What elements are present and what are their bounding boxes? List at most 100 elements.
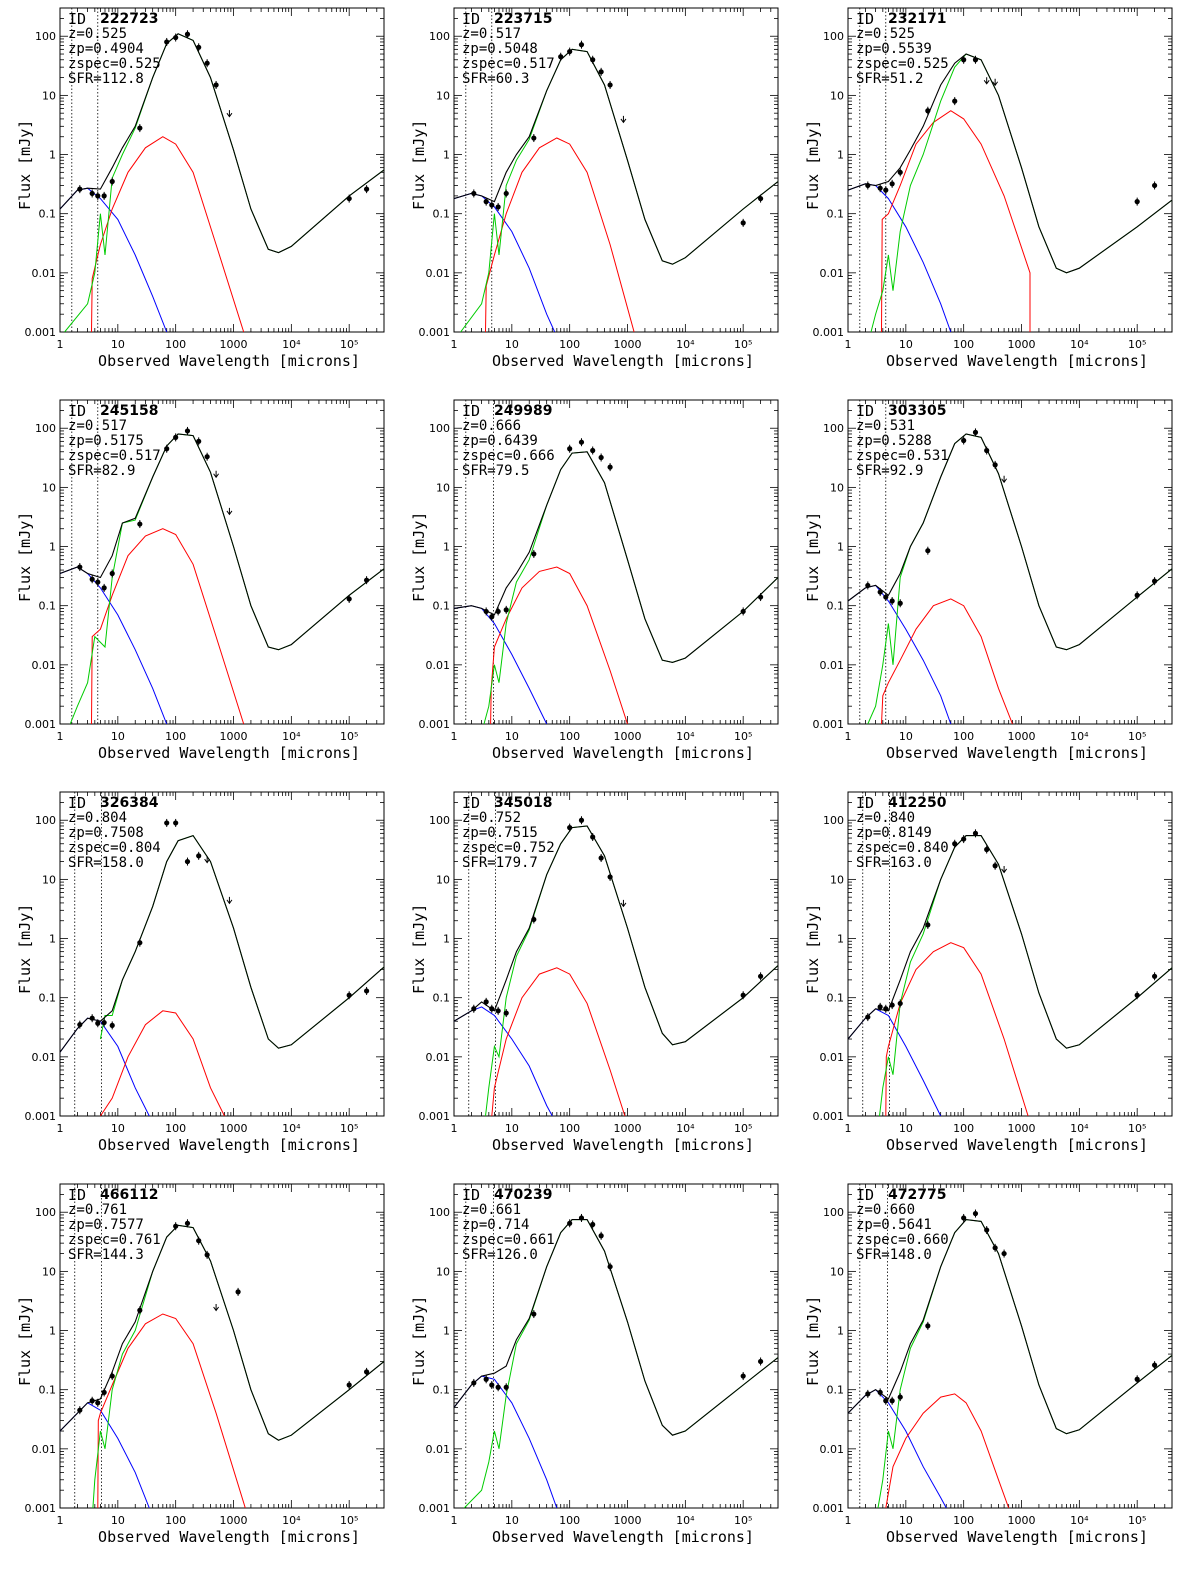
starburst-component-line: [460, 48, 778, 332]
data-point: [483, 608, 489, 615]
y-tick-label: 1: [443, 933, 450, 946]
data-point: [567, 825, 573, 831]
total-model-line: [60, 33, 384, 254]
source-id: 303305: [888, 403, 947, 419]
x-axis-label: Observed Wavelength [microns]: [886, 744, 1148, 762]
upper-limit-arrow: [983, 77, 990, 85]
agn-component-line: [885, 1393, 1010, 1508]
data-point: [972, 429, 979, 435]
sed-plot-412250: 1 10 100 1000 10⁴ 10⁵ 0.001 0.01 0.1 1 10 100: [813, 791, 1173, 1135]
agn-component-line: [97, 1313, 246, 1508]
y-axis-label: Flux [mJy]: [804, 903, 822, 994]
x-tick-label: 10⁵: [1128, 730, 1146, 743]
data-point: [173, 820, 179, 826]
y-axis-label: Flux [mJy]: [16, 903, 34, 994]
data-point: [897, 169, 903, 175]
total-model-line: [848, 835, 1172, 1049]
redshift: z=0.840: [856, 810, 916, 826]
data-point: [1001, 1250, 1007, 1257]
x-tick-label: 10: [505, 1122, 519, 1135]
data-point: [925, 922, 931, 928]
data-point: [889, 1398, 895, 1404]
data-point: [184, 858, 191, 865]
data-point: [196, 438, 202, 444]
data-point: [184, 31, 191, 37]
data-point: [984, 846, 990, 853]
id-tag: ID: [68, 402, 87, 420]
x-axis-label: Observed Wavelength [microns]: [492, 352, 754, 370]
x-axis-label: Observed Wavelength [microns]: [98, 352, 360, 370]
y-tick-label: 0.1: [433, 208, 451, 221]
sed-panel-232171: 1 10 100 1000 10⁴ 10⁵ 0.001 0.01 0.1 1 10 100 ID 232…: [788, 0, 1182, 396]
data-point: [1134, 1376, 1140, 1382]
y-tick-label: 10: [42, 1265, 56, 1278]
data-point: [877, 589, 883, 595]
x-tick-label: 1: [57, 730, 64, 743]
data-point: [503, 1384, 509, 1390]
x-tick-label: 10⁴: [676, 1122, 695, 1135]
y-tick-label: 0.001: [25, 718, 57, 731]
data-point: [503, 607, 509, 613]
y-tick-label: 10: [436, 873, 450, 886]
data-point: [184, 1220, 191, 1226]
sed-panel-245158: 1 10 100 1000 10⁴ 10⁵ 0.001 0.01 0.1 1 10 100 ID 245…: [0, 392, 394, 788]
source-info: ID 470239 z=0.661 zp=0.714 zspec=0.661 SF…: [462, 1188, 555, 1263]
y-tick-label: 1: [837, 149, 844, 162]
photo-z: zp=0.7515: [462, 825, 538, 841]
data-point: [363, 1369, 370, 1375]
sed-panel-326384: 1 10 100 1000 10⁴ 10⁵ 0.001 0.01 0.1 1 10 100 ID 326…: [0, 784, 394, 1180]
x-tick-label: 1000: [1008, 338, 1036, 351]
data-point: [1151, 182, 1158, 189]
redshift: z=0.517: [462, 26, 522, 42]
photo-z: zp=0.5539: [856, 41, 932, 57]
stellar-component-line: [848, 584, 952, 724]
x-tick-label: 100: [559, 338, 580, 351]
y-axis-label: Flux [mJy]: [410, 903, 428, 994]
photo-z: zp=0.7508: [68, 825, 144, 841]
x-tick-label: 10⁴: [282, 338, 301, 351]
data-point: [184, 428, 191, 434]
y-axis-label: Flux [mJy]: [16, 119, 34, 210]
x-tick-label: 10⁵: [734, 730, 752, 743]
source-id: 466112: [100, 1187, 159, 1203]
data-point: [483, 199, 489, 205]
sed-panel-249989: 1 10 100 1000 10⁴ 10⁵ 0.001 0.01 0.1 1 10 100 ID 249…: [394, 392, 788, 788]
data-point: [77, 1407, 83, 1413]
data-point: [495, 608, 501, 615]
plot-frame: [59, 399, 385, 725]
y-tick-label: 0.001: [25, 1110, 57, 1123]
x-tick-label: 100: [165, 730, 186, 743]
id-tag: ID: [68, 1186, 87, 1204]
x-tick-label: 10⁵: [734, 338, 752, 351]
y-tick-label: 0.1: [433, 1384, 451, 1397]
x-tick-label: 100: [165, 1514, 186, 1527]
x-tick-label: 1000: [1008, 1122, 1036, 1135]
x-tick-label: 10: [111, 1122, 125, 1135]
sfr: SFR=92.9: [856, 463, 924, 479]
y-axis-label: Flux [mJy]: [804, 1295, 822, 1386]
x-tick-label: 10⁴: [676, 730, 695, 743]
data-point: [992, 1245, 998, 1251]
data-point: [877, 185, 883, 191]
x-tick-label: 1: [451, 1122, 458, 1135]
sed-plot-222723: 1 10 100 1000 10⁴ 10⁵ 0.001 0.01 0.1 1 10 100: [25, 7, 385, 351]
data-point: [346, 1382, 352, 1388]
x-tick-label: 10⁵: [340, 1122, 358, 1135]
plot-frame: [453, 7, 779, 333]
upper-limit-arrow: [226, 896, 233, 905]
y-tick-label: 0.01: [426, 267, 451, 280]
data-point: [164, 820, 170, 826]
data-point: [346, 596, 352, 602]
source-info: ID 303305 z=0.531 zp=0.5288 zspec=0.531 S…: [856, 404, 949, 479]
data-point: [567, 1220, 573, 1226]
plot-frame: [59, 1183, 385, 1509]
source-id: 232171: [888, 11, 947, 27]
x-axis-label: Observed Wavelength [microns]: [492, 1528, 754, 1546]
data-point: [204, 454, 210, 460]
data-point: [961, 1215, 967, 1221]
photo-z: zp=0.5175: [68, 433, 144, 449]
data-point: [137, 940, 143, 946]
x-tick-label: 1: [845, 1514, 852, 1527]
x-tick-label: 10⁴: [1070, 730, 1089, 743]
data-point: [95, 1400, 101, 1406]
